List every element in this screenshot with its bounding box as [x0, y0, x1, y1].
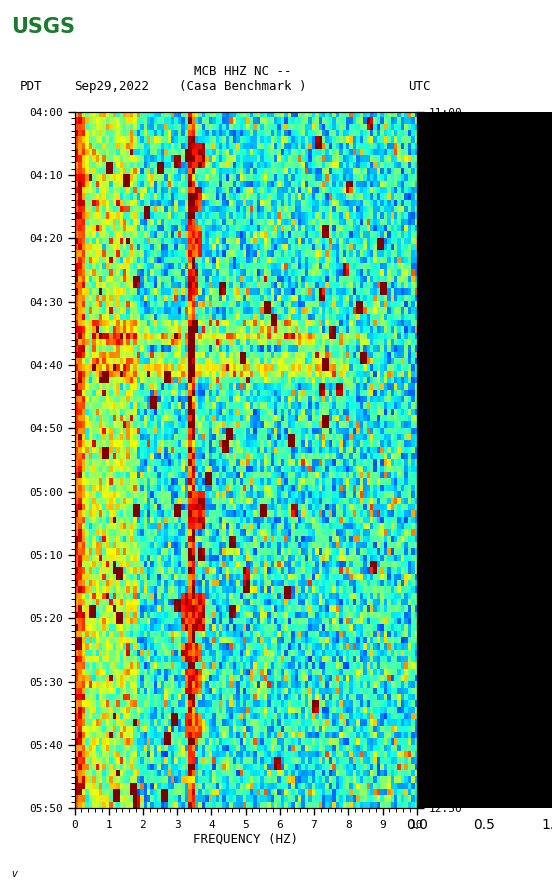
- Text: MCB HHZ NC --: MCB HHZ NC --: [194, 65, 291, 78]
- X-axis label: FREQUENCY (HZ): FREQUENCY (HZ): [193, 833, 298, 846]
- Text: USGS: USGS: [11, 17, 75, 37]
- Text: Sep29,2022: Sep29,2022: [75, 80, 150, 93]
- Text: UTC: UTC: [408, 80, 431, 93]
- Text: $v$: $v$: [11, 869, 19, 879]
- Text: PDT: PDT: [19, 80, 42, 93]
- Text: (Casa Benchmark ): (Casa Benchmark ): [179, 80, 306, 93]
